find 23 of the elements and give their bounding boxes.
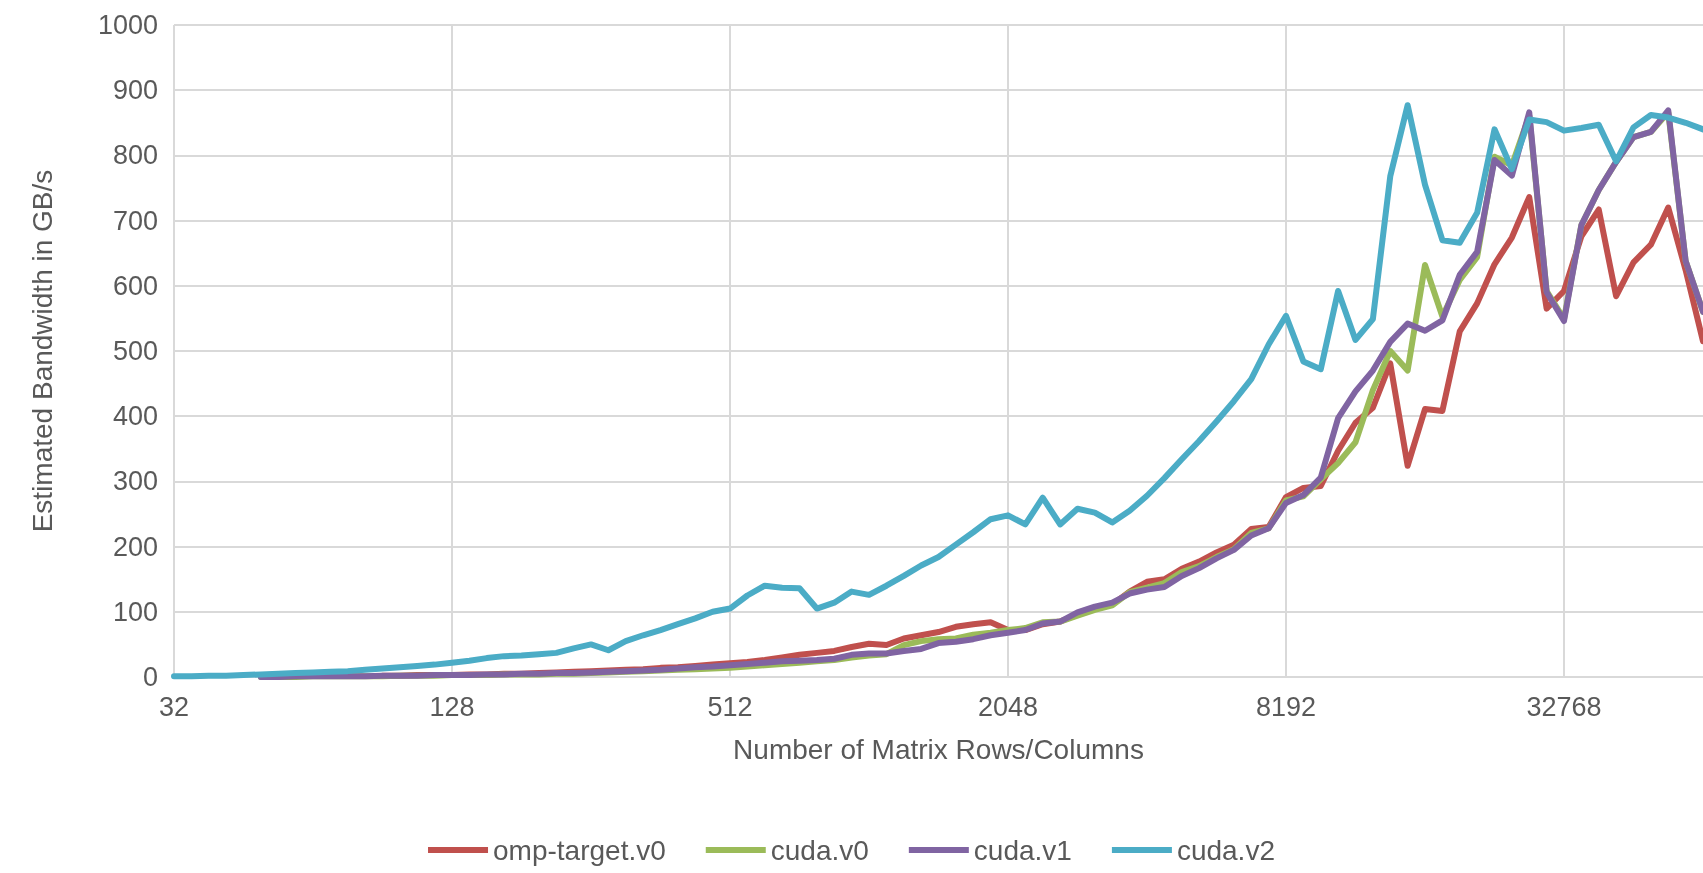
x-tick-label: 8192 — [1255, 691, 1317, 722]
x-tick-label: 32 — [158, 691, 190, 722]
y-tick-label: 1000 — [97, 10, 158, 40]
x-tick-label: 32768 — [1526, 691, 1602, 722]
legend-label: cuda.v2 — [1176, 834, 1275, 866]
x-tick-label: 2048 — [977, 691, 1039, 722]
y-tick-label: 800 — [112, 140, 158, 171]
y-tick-label: 600 — [112, 270, 158, 301]
y-tick-label: 500 — [112, 336, 158, 366]
legend-label: omp-target.v0 — [493, 834, 666, 866]
y-tick-label: 300 — [112, 466, 158, 497]
y-tick-label: 200 — [112, 531, 158, 562]
y-tick-label: 0 — [142, 662, 158, 692]
y-axis-title: Estimated Bandwidth in GB/s — [26, 169, 58, 533]
legend-label: cuda.v1 — [973, 834, 1072, 866]
legend-label: cuda.v0 — [770, 834, 869, 866]
x-tick-label: 512 — [707, 691, 753, 722]
y-tick-label: 100 — [112, 596, 158, 627]
x-axis-title: Number of Matrix Rows/Columns — [733, 733, 1144, 765]
x-tick-label: 128 — [429, 691, 475, 722]
y-tick-label: 700 — [112, 205, 158, 236]
y-tick-label: 400 — [112, 401, 158, 432]
y-tick-label: 900 — [112, 75, 158, 106]
